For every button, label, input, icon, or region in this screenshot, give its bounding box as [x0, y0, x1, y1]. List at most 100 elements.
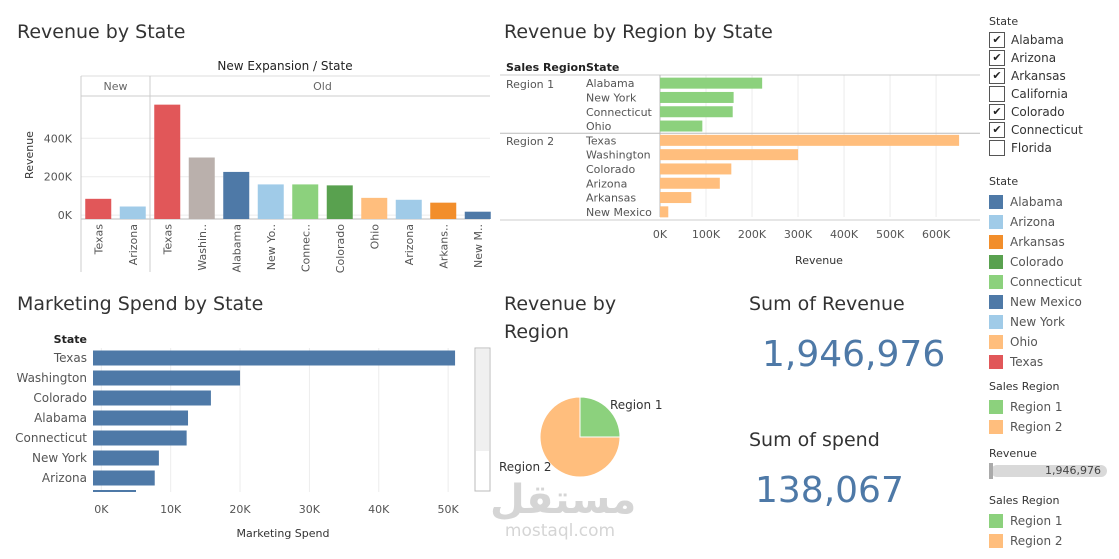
row-header-state: State: [54, 333, 87, 346]
state-legend-item[interactable]: Arizona: [989, 212, 1114, 232]
bar[interactable]: [93, 350, 456, 366]
state-filter-item[interactable]: ✔ Arizona: [989, 49, 1114, 67]
state-legend-item[interactable]: Ohio: [989, 332, 1114, 352]
checkbox-checked[interactable]: ✔: [989, 104, 1005, 120]
bar[interactable]: [93, 470, 155, 486]
bar[interactable]: [93, 410, 189, 426]
state-filter-item[interactable]: ✔ Colorado: [989, 103, 1114, 121]
state-legend-item[interactable]: Texas: [989, 352, 1114, 372]
state-label: Alabama: [586, 77, 635, 90]
bar[interactable]: [395, 199, 422, 219]
bar[interactable]: [188, 157, 215, 220]
revenue-slider-track[interactable]: [991, 465, 1107, 477]
x-tick-label: 600K: [922, 228, 951, 241]
state-legend: State Alabama Arizona Arkansas Colorado Conn…: [989, 175, 1114, 372]
bar[interactable]: [660, 149, 799, 161]
color-swatch: [989, 295, 1003, 309]
sales-region-legend-1-title: Sales Region: [989, 380, 1060, 393]
bar[interactable]: [257, 184, 284, 219]
state-filter-item[interactable]: ✔ Connecticut: [989, 121, 1114, 139]
checkbox-checked[interactable]: ✔: [989, 32, 1005, 48]
sales-region-legend-item[interactable]: Region 2: [989, 417, 1114, 437]
state-legend-item-label: Alabama: [1010, 195, 1063, 209]
state-legend-item-label: Texas: [1010, 355, 1044, 369]
revenue-slider[interactable]: 1,946,976: [989, 463, 1107, 479]
bar[interactable]: [660, 206, 669, 218]
bar[interactable]: [361, 197, 388, 219]
state-legend-item[interactable]: New York: [989, 312, 1114, 332]
bar[interactable]: [93, 390, 211, 406]
sales-region-legend-item-label: Region 1: [1010, 514, 1063, 528]
bar[interactable]: [93, 450, 159, 466]
color-swatch: [989, 514, 1003, 528]
kpi-spend-value: 138,067: [755, 470, 904, 511]
revenue-by-state-chart: New Expansion / State Revenue 0K 200K 400K Ne…: [23, 59, 491, 273]
state-legend-title: State: [989, 175, 1019, 188]
checkbox-checked[interactable]: ✔: [989, 122, 1005, 138]
state-legend-item[interactable]: Alabama: [989, 192, 1114, 212]
color-swatch: [989, 534, 1003, 548]
watermark-arabic: مستقل: [490, 477, 637, 523]
state-filter-item[interactable]: California: [989, 85, 1114, 103]
sales-region-legend-item[interactable]: Region 1: [989, 397, 1114, 417]
revenue-by-state-title: Revenue by State: [17, 21, 186, 43]
bar-partial[interactable]: [93, 490, 137, 492]
state-filter-item[interactable]: Florida: [989, 139, 1114, 157]
bar[interactable]: [464, 211, 491, 219]
revenue-slider-handle[interactable]: [989, 463, 993, 479]
state-legend-item[interactable]: Colorado: [989, 252, 1114, 272]
x-tick-label: Texas: [92, 224, 105, 256]
bar[interactable]: [660, 91, 734, 103]
bar[interactable]: [85, 198, 112, 219]
watermark-latin: mostaql.com: [504, 521, 616, 541]
sum-of-revenue-title: Sum of Revenue: [749, 293, 905, 315]
color-swatch: [989, 335, 1003, 349]
bar[interactable]: [660, 77, 763, 89]
color-swatch: [989, 400, 1003, 414]
bar[interactable]: [119, 206, 146, 219]
bar[interactable]: [292, 184, 319, 219]
x-tick-label: 200K: [738, 228, 767, 241]
pie-slice[interactable]: [539, 396, 621, 478]
state-legend-item[interactable]: New Mexico: [989, 292, 1114, 312]
state-label: Colorado: [33, 391, 87, 405]
pie-label: Region 2: [499, 460, 552, 474]
sales-region-legend-1-list: Region 1 Region 2: [989, 397, 1114, 437]
bar[interactable]: [660, 134, 960, 146]
state-legend-item[interactable]: Arkansas: [989, 232, 1114, 252]
bar[interactable]: [93, 370, 241, 386]
bar[interactable]: [430, 202, 457, 219]
bar[interactable]: [93, 430, 187, 446]
bar[interactable]: [660, 177, 720, 189]
checkbox-unchecked[interactable]: [989, 140, 1005, 156]
color-swatch: [989, 215, 1003, 229]
bar[interactable]: [660, 163, 732, 175]
revenue-slider-filter: Revenue 1,946,976: [989, 447, 1114, 479]
bar[interactable]: [660, 106, 733, 118]
state-legend-item-label: New York: [1010, 315, 1065, 329]
bar[interactable]: [154, 104, 181, 219]
state-legend-item[interactable]: Connecticut: [989, 272, 1114, 292]
color-swatch: [989, 275, 1003, 289]
bar[interactable]: [326, 185, 353, 219]
revenue-by-region-by-state-chart: Sales Region State 0K 100K 200K 300K 400K 500K 6…: [500, 61, 980, 267]
sales-region-legend-item[interactable]: Region 1: [989, 511, 1114, 531]
checkbox-checked[interactable]: ✔: [989, 68, 1005, 84]
checkbox-unchecked[interactable]: [989, 86, 1005, 102]
bar[interactable]: [660, 192, 692, 204]
bar[interactable]: [660, 120, 703, 132]
sales-region-legend-item[interactable]: Region 2: [989, 531, 1114, 551]
x-tick-label: 50K: [438, 503, 460, 516]
chart-header: New Expansion / State: [217, 59, 352, 73]
checkbox-checked[interactable]: ✔: [989, 50, 1005, 66]
state-label: Alabama: [34, 411, 87, 425]
state-filter-item[interactable]: ✔ Arkansas: [989, 67, 1114, 85]
pie-slice[interactable]: [579, 396, 621, 438]
x-tick-label: 40K: [368, 503, 390, 516]
x-tick-label: 0K: [94, 503, 109, 516]
scrollbar-thumb[interactable]: [476, 349, 489, 451]
group-header-old: Old: [313, 80, 332, 93]
bar[interactable]: [223, 171, 250, 219]
state-filter-item[interactable]: ✔ Alabama: [989, 31, 1114, 49]
x-axis-label: Revenue: [795, 254, 843, 267]
